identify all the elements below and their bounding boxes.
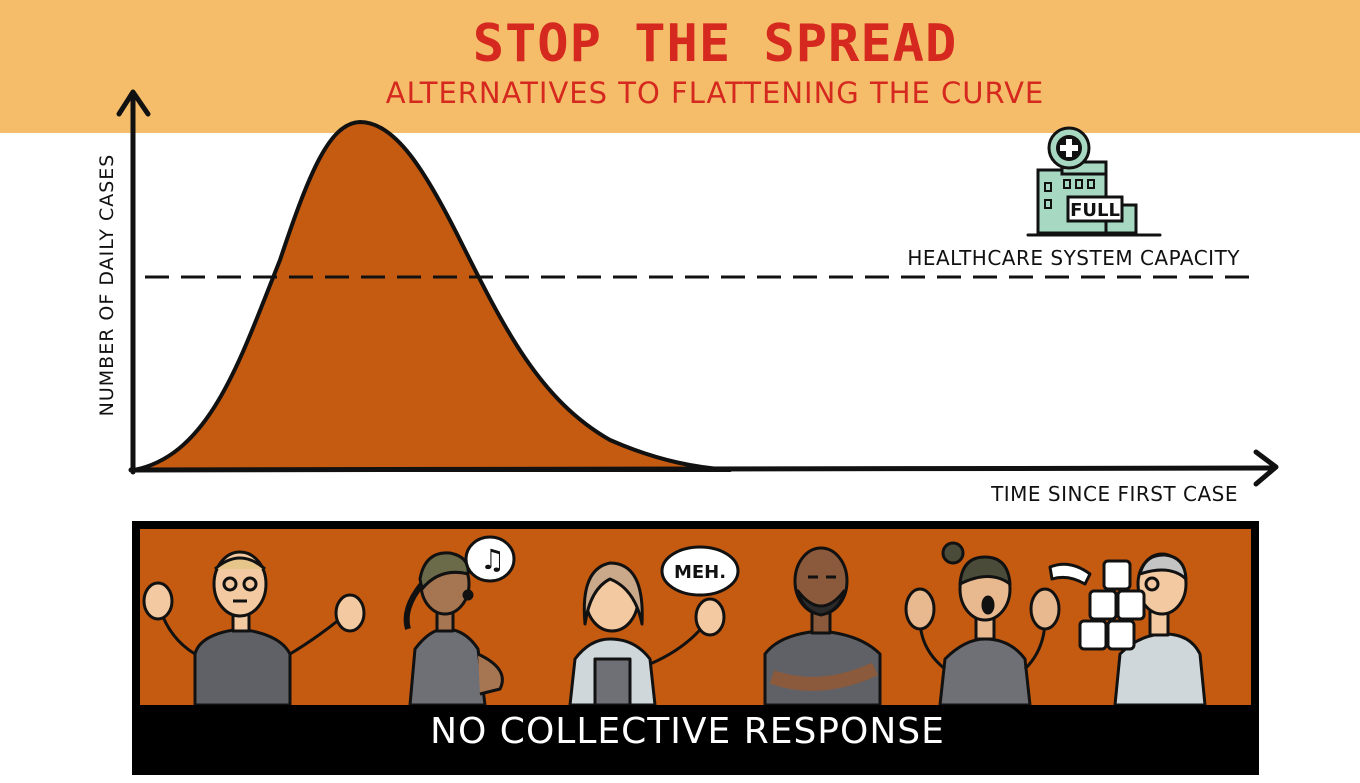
person-whistling-icon: ♫: [403, 535, 516, 705]
music-note-icon: ♫: [480, 543, 505, 576]
person-meh-icon: MEH.: [568, 545, 740, 705]
toilet-paper-icon: [1048, 559, 1146, 651]
person-hoarding-icon: [1048, 552, 1207, 705]
y-axis-label: NUMBER OF DAILY CASES: [96, 153, 118, 417]
header-banner: STOP THE SPREAD ALTERNATIVES TO FLATTENI…: [0, 0, 1360, 133]
person-shrugging-icon: [142, 550, 366, 705]
response-panel: ♫ MEH.: [132, 521, 1259, 775]
y-axis-arrow-icon: [116, 89, 151, 117]
x-axis-label: TIME SINCE FIRST CASE: [991, 482, 1238, 506]
person-panicking-icon: [904, 541, 1061, 705]
page-title: STOP THE SPREAD: [472, 14, 958, 74]
epidemic-curve: [132, 120, 732, 472]
panel-label: NO COLLECTIVE RESPONSE: [430, 711, 945, 752]
x-axis: [128, 465, 1275, 473]
speech-bubble-text: MEH.: [674, 562, 726, 583]
people-illustration-svg: ♫ MEH.: [142, 535, 1207, 705]
page-subtitle: ALTERNATIVES TO FLATTENING THE CURVE: [385, 76, 1045, 110]
people-illustration: ♫ MEH.: [140, 529, 1251, 705]
hospital-icon: FULL: [1026, 126, 1162, 237]
capacity-label: HEALTHCARE SYSTEM CAPACITY: [907, 246, 1240, 270]
x-axis-arrow-icon: [1253, 449, 1279, 487]
person-arms-crossed-icon: [763, 546, 882, 705]
hospital-sign-text: FULL: [1070, 200, 1120, 221]
